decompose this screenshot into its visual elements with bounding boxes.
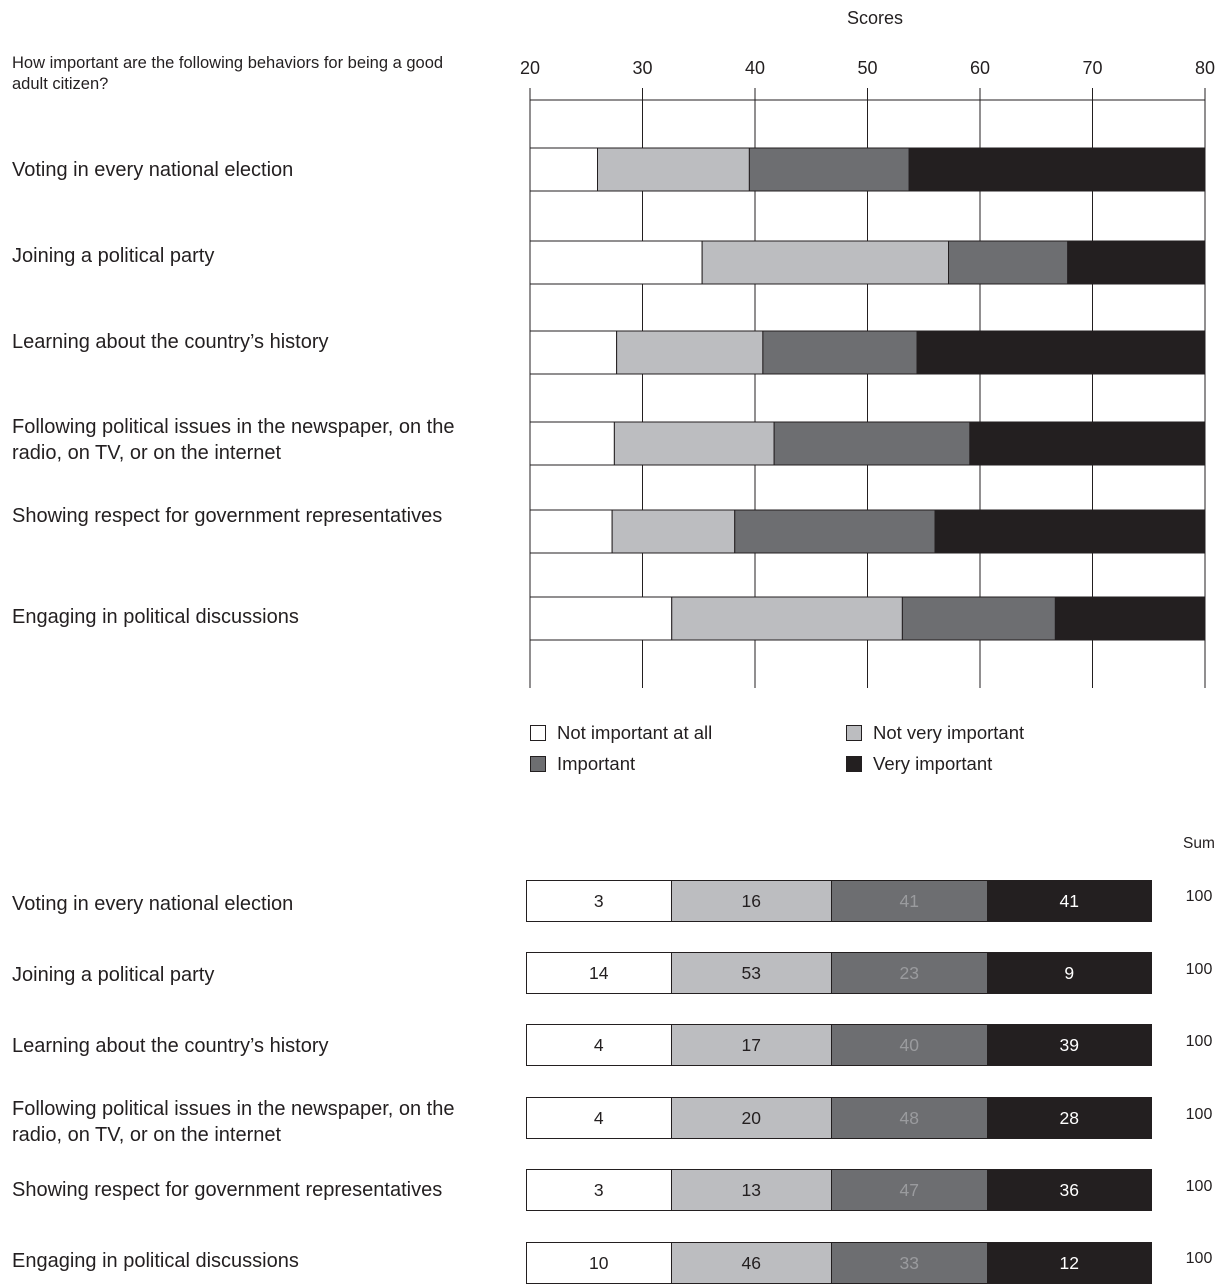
chart-category-label: Following political issues in the newspa… [12,416,455,464]
bar-segment [597,147,750,192]
bar-segment [529,421,615,466]
table-cell: 39 [986,1025,1151,1065]
table-category-label: Showing respect for government represent… [12,1179,443,1201]
stacked-bar-chart: 20 30 40 50 60 70 80 [520,58,1215,688]
table-cell: 3 [527,881,671,921]
bar-segment [748,147,910,192]
table-cell: 3 [527,1170,671,1210]
table-cell: 40 [831,1025,987,1065]
table-cell: 13 [670,1170,832,1210]
table-cell: 12 [986,1243,1151,1283]
table-cell: 53 [670,953,832,993]
table-cell: 28 [986,1098,1151,1138]
table-cell: 16 [670,881,832,921]
table-row: 14 53 23 9 [526,952,1152,994]
row-sum: 100 [1185,1250,1213,1267]
x-tick-label: 70 [1082,58,1102,78]
legend-label: Very important [873,753,993,774]
table-cell: 47 [831,1170,987,1210]
bar-segment [616,330,764,375]
table-cell: 10 [527,1243,671,1283]
chart-category-label: Learning about the country’s history [12,331,329,353]
table-row: 4 20 48 28 [526,1097,1152,1139]
table-cell: 9 [986,953,1151,993]
legend-item: Very important [846,753,992,775]
legend-swatch-not-important-at-all [530,725,546,741]
bar-segment [701,240,949,285]
bar-segment [908,147,1206,192]
bar-segment [969,421,1206,466]
table-cell: 4 [527,1098,671,1138]
bar-segment [948,240,1069,285]
table-cell: 14 [527,953,671,993]
bar-segment [1067,240,1206,285]
table-cell: 20 [670,1098,832,1138]
table-cell: 46 [670,1243,832,1283]
legend-swatch-not-very-important [846,725,862,741]
x-tick-label: 80 [1195,58,1215,78]
x-tick-label: 40 [745,58,765,78]
chart-category-label: Joining a political party [12,245,215,267]
bar-segment [1054,596,1206,641]
table-row: 3 13 47 36 [526,1169,1152,1211]
table-row: 10 46 33 12 [526,1242,1152,1284]
table-cell: 4 [527,1025,671,1065]
legend-label: Not important at all [557,722,713,743]
x-tick-label: 20 [520,58,540,78]
table-cell: 33 [831,1243,987,1283]
table-category-label: Learning about the country’s history [12,1035,329,1057]
table-category-label: Voting in every national election [12,893,294,915]
bar-segment [773,421,971,466]
row-sum: 100 [1185,888,1213,905]
chart-category-label: Voting in every national election [12,159,294,181]
bar-segment [529,596,673,641]
row-sum: 100 [1185,1033,1213,1050]
table-category-label: Following political issues in the newspa… [12,1098,455,1146]
table-row: 3 16 41 41 [526,880,1152,922]
table-category-label: Engaging in political discussions [12,1250,299,1272]
table-cell: 36 [986,1170,1151,1210]
row-sum: 100 [1185,1178,1213,1195]
chart-category-label: Engaging in political discussions [12,606,299,628]
table-cell: 48 [831,1098,987,1138]
table-cell: 23 [831,953,987,993]
bar-segment [934,509,1206,554]
x-tick-label: 50 [857,58,877,78]
legend-item: Not important at all [530,722,712,744]
legend-swatch-very-important [846,756,862,772]
legend-swatch-important [530,756,546,772]
x-axis-title: Scores [846,8,904,28]
legend-item: Not very important [846,722,1024,744]
chart-category-label: Showing respect for government represent… [12,505,443,527]
bar-segment [529,509,613,554]
bar-segment [529,147,598,192]
table-row: 4 17 40 39 [526,1024,1152,1066]
question-text: How important are the following behavior… [12,54,444,93]
row-sum: 100 [1185,1106,1213,1123]
x-tick-label: 30 [632,58,652,78]
legend-label: Important [557,753,636,774]
legend-item: Important [530,753,635,775]
bar-segment [671,596,903,641]
bar-segment [734,509,936,554]
legend-label: Not very important [873,722,1025,743]
table-cell: 17 [670,1025,832,1065]
bar-segment [529,240,703,285]
table-cell: 41 [986,881,1151,921]
bar-segment [762,330,918,375]
bar-segment [901,596,1056,641]
table-cell: 41 [831,881,987,921]
sum-header: Sum [1183,835,1215,852]
table-category-label: Joining a political party [12,964,215,986]
x-tick-label: 60 [970,58,990,78]
bar-segment [613,421,775,466]
bar-segment [916,330,1206,375]
row-sum: 100 [1185,961,1213,978]
bar-segment [529,330,618,375]
bar-segment [611,509,736,554]
